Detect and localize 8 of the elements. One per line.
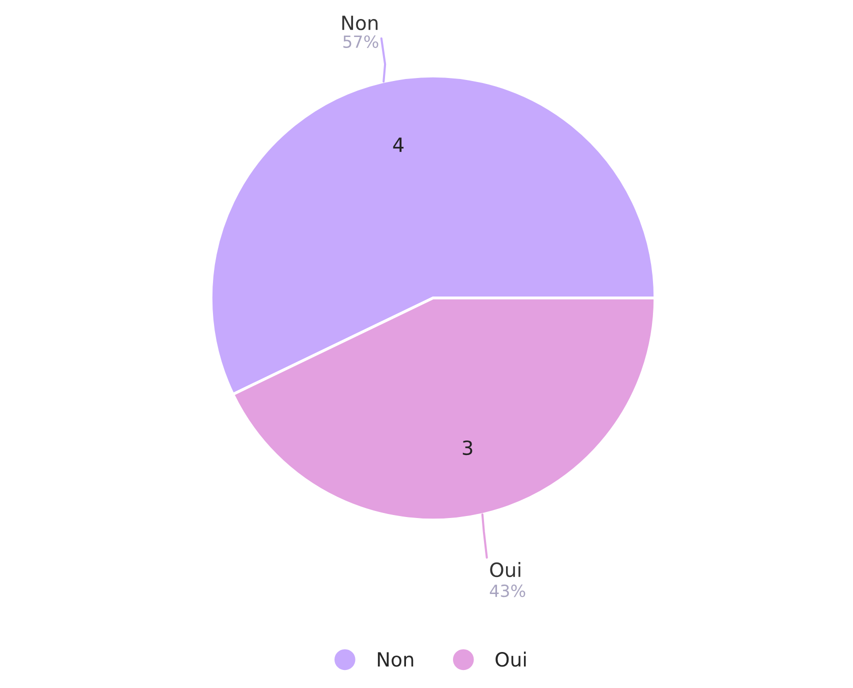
- text: 43%: [490, 584, 526, 598]
- legend-label: Oui: [496, 652, 526, 667]
- data-label: 3: [462, 440, 472, 456]
- text: 57%: [343, 35, 378, 48]
- slice-label: Non: [342, 16, 378, 30]
- data-label: 4: [393, 138, 404, 152]
- slice-label: Oui: [490, 562, 520, 578]
- legend-label: Non: [378, 652, 414, 667]
